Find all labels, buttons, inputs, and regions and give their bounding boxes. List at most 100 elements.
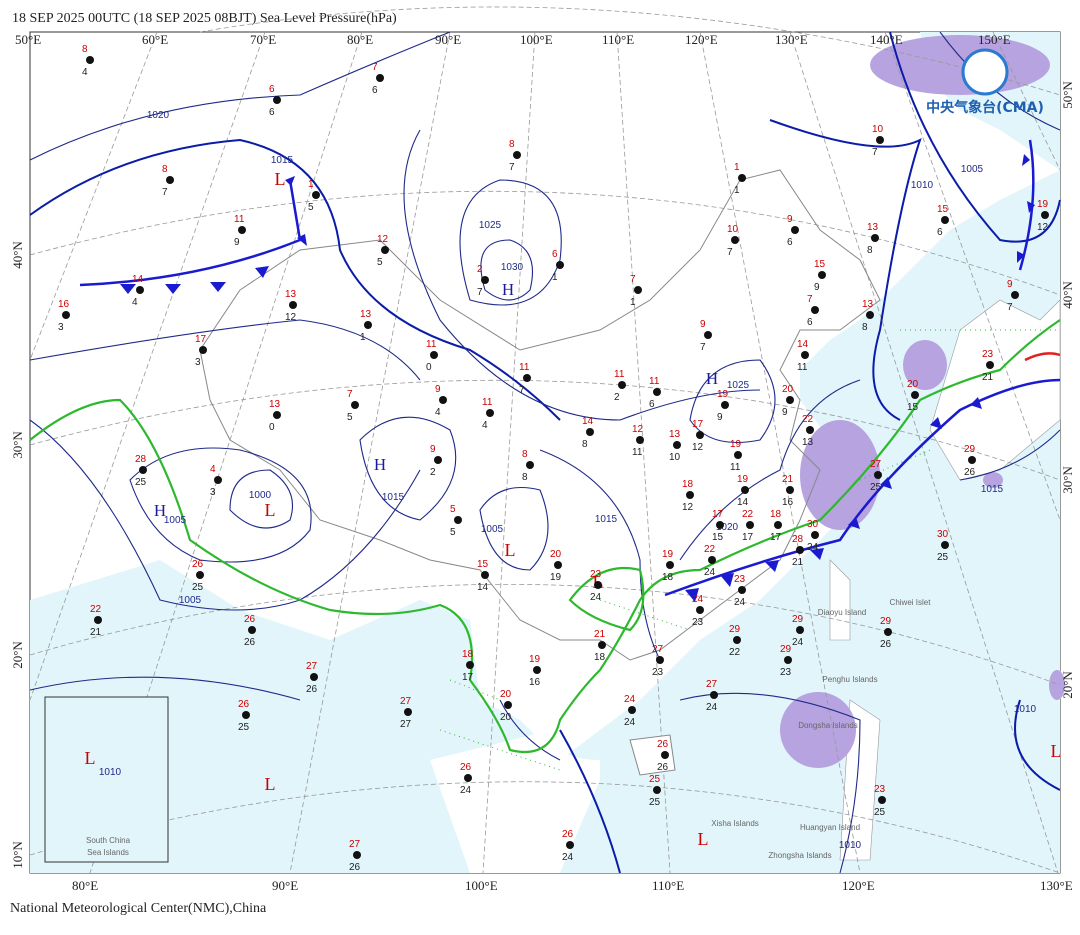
station-dot: [404, 708, 412, 716]
station-dew: 15: [907, 402, 919, 413]
station-dew: 7: [519, 385, 525, 396]
isobar-label: 1030: [501, 262, 524, 273]
station-temp: 14: [132, 274, 144, 285]
station-temp: 13: [269, 399, 281, 410]
station-dot: [454, 516, 462, 524]
station-temp: 13: [285, 289, 297, 300]
station-dew: 11: [730, 462, 741, 473]
lon-label: 130°E: [775, 32, 808, 47]
station-temp: 27: [306, 661, 318, 672]
isobar-label: 1005: [179, 595, 202, 606]
station-dew: 9: [782, 407, 788, 418]
station-dot: [874, 471, 882, 479]
station-dew: 24: [706, 702, 718, 713]
station-dot: [884, 628, 892, 636]
station-dot: [434, 456, 442, 464]
station-dot: [504, 701, 512, 709]
pressure-system: L: [85, 748, 96, 768]
station-temp: 19: [529, 654, 541, 665]
station-dew: 7: [477, 287, 483, 298]
station-dot: [248, 626, 256, 634]
station-temp: 7: [630, 274, 636, 285]
station-dew: 24: [704, 567, 716, 578]
station-dot: [289, 301, 297, 309]
isobar-label: 1010: [911, 180, 934, 191]
station-dot: [353, 851, 361, 859]
station-dot: [196, 571, 204, 579]
station-dot: [871, 234, 879, 242]
station-dot: [818, 271, 826, 279]
station-dot: [310, 673, 318, 681]
station-dot: [666, 561, 674, 569]
station-dot: [486, 409, 494, 417]
station-temp: 20: [500, 689, 512, 700]
station-dew: 25: [874, 807, 886, 818]
station-dew: 0: [269, 422, 275, 433]
station-temp: 1: [308, 179, 314, 190]
lat-label: 30°N: [1060, 466, 1075, 494]
pressure-system: L: [265, 774, 276, 794]
isobar-label: 1020: [147, 110, 170, 121]
station-dot: [523, 374, 531, 382]
station-dew: 7: [727, 247, 733, 258]
station-temp: 30: [807, 519, 819, 530]
station-temp: 9: [435, 384, 441, 395]
lon-label: 100°E: [465, 878, 498, 893]
station-dot: [738, 586, 746, 594]
lat-label: 20°N: [10, 641, 25, 669]
station-dew: 24: [807, 542, 819, 553]
station-dot: [636, 436, 644, 444]
pressure-system: L: [698, 829, 709, 849]
station-dot: [513, 151, 521, 159]
station-temp: 24: [624, 694, 636, 705]
station-temp: 12: [377, 234, 389, 245]
station-dew: 4: [435, 407, 441, 418]
station-temp: 23: [982, 349, 994, 360]
station-dot: [866, 311, 874, 319]
station-dew: 24: [460, 785, 472, 796]
station-temp: 13: [862, 299, 874, 310]
station-dot: [481, 571, 489, 579]
station-dew: 25: [192, 582, 204, 593]
station-dew: 17: [770, 532, 782, 543]
station-temp: 11: [614, 369, 625, 380]
place-name: Diaoyu Island: [818, 608, 866, 617]
station-dot: [733, 636, 741, 644]
station-temp: 19: [730, 439, 742, 450]
station-dew: 2: [430, 467, 436, 478]
station-temp: 30: [937, 529, 949, 540]
station-temp: 11: [482, 397, 493, 408]
isobar-label: 1010: [99, 767, 122, 778]
station-dew: 12: [285, 312, 297, 323]
lon-label: 110°E: [652, 878, 684, 893]
lon-label: 80°E: [72, 878, 98, 893]
station-dot: [710, 691, 718, 699]
station-dot: [86, 56, 94, 64]
lon-label: 60°E: [142, 32, 168, 47]
station-dew: 12: [682, 502, 694, 513]
station-dew: 3: [58, 322, 64, 333]
station-temp: 20: [550, 549, 562, 560]
station-dot: [731, 236, 739, 244]
place-name: Sea Islands: [87, 848, 129, 857]
station-dot: [704, 331, 712, 339]
station-dot: [811, 306, 819, 314]
station-dot: [656, 656, 664, 664]
station-dew: 9: [717, 412, 723, 423]
station-dew: 24: [562, 852, 574, 863]
station-temp: 12: [632, 424, 644, 435]
station-dot: [598, 641, 606, 649]
station-dot: [986, 361, 994, 369]
station-dot: [439, 396, 447, 404]
station-dew: 7: [1007, 302, 1013, 313]
isobar-label: 1020: [716, 522, 739, 533]
station-dew: 25: [937, 552, 949, 563]
station-temp: 23: [874, 784, 886, 795]
place-name: Zhongsha Islands: [768, 851, 831, 860]
station-dot: [1041, 211, 1049, 219]
station-temp: 17: [692, 419, 704, 430]
station-temp: 19: [1037, 199, 1049, 210]
station-dot: [481, 276, 489, 284]
station-dot: [738, 174, 746, 182]
